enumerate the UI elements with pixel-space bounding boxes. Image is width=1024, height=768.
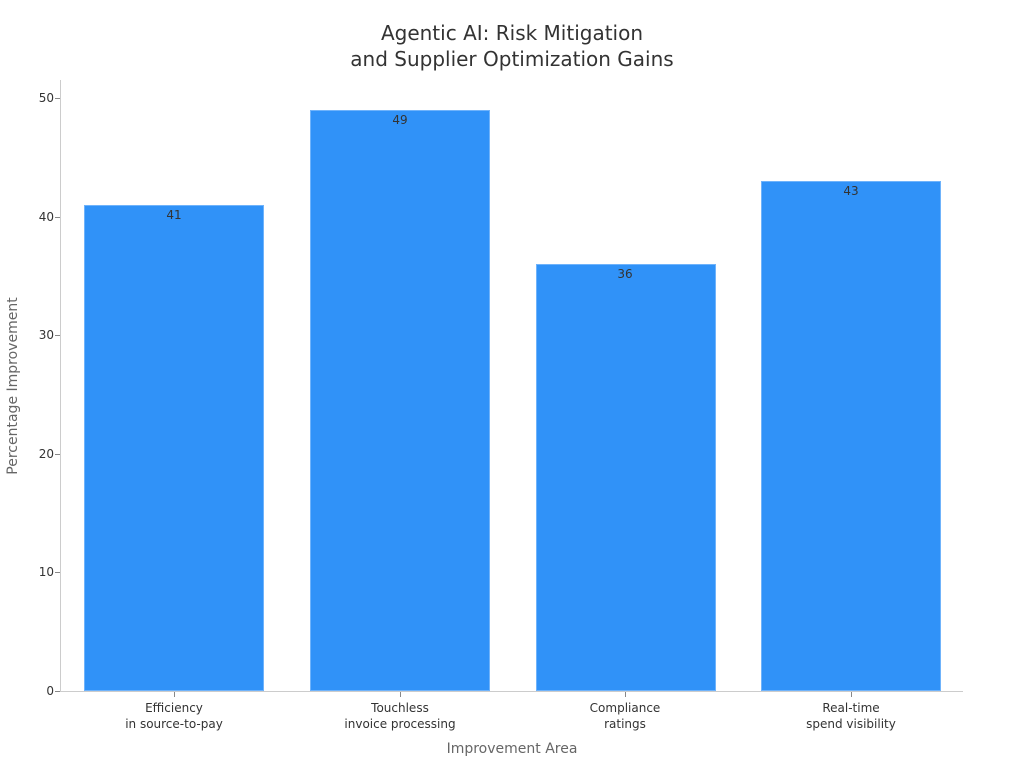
y-tick-50 <box>55 98 60 99</box>
x-tick-label-line: Touchless <box>371 701 429 715</box>
x-tick-label-touchless: Touchless invoice processing <box>300 700 500 732</box>
bar-value-label: 43 <box>843 184 859 198</box>
chart-title: Agentic AI: Risk Mitigation and Supplier… <box>0 20 1024 72</box>
x-tick <box>400 692 401 697</box>
x-tick-label-line: Real-time <box>822 701 880 715</box>
y-tick-20 <box>55 454 60 455</box>
bar-efficiency <box>84 205 264 691</box>
y-tick-label-0: 0 <box>46 684 54 698</box>
bar-value-label: 41 <box>166 208 182 222</box>
bar-touchless-invoice <box>310 110 490 691</box>
x-tick-label-line: ratings <box>604 717 646 731</box>
bar-value-label: 49 <box>392 113 408 127</box>
bar-compliance <box>536 264 716 691</box>
x-tick <box>174 692 175 697</box>
y-tick-label-50: 50 <box>38 91 54 105</box>
y-tick-label-20: 20 <box>38 447 54 461</box>
x-tick-label-line: Compliance <box>589 701 661 715</box>
x-tick-label-compliance: Compliance ratings <box>525 700 725 732</box>
x-tick-label-line: Efficiency <box>145 701 203 715</box>
y-tick-label-30: 30 <box>38 328 54 342</box>
bar-value-label: 36 <box>617 267 633 281</box>
chart-title-line-2: and Supplier Optimization Gains <box>350 47 674 71</box>
x-tick-label-real-time: Real-time spend visibility <box>751 700 951 732</box>
y-axis-title: Percentage Improvement <box>5 297 21 475</box>
y-tick-30 <box>55 335 60 336</box>
y-tick-label-10: 10 <box>38 565 54 579</box>
y-tick-0 <box>55 691 60 692</box>
y-axis-line <box>60 80 61 692</box>
x-tick-label-efficiency: Efficiency in source-to-pay <box>74 700 274 732</box>
x-tick-label-line: invoice processing <box>344 717 456 731</box>
chart-title-line-1: Agentic AI: Risk Mitigation <box>380 21 644 45</box>
x-tick-label-line: in source-to-pay <box>125 717 223 731</box>
x-axis-line <box>60 691 963 692</box>
x-tick <box>851 692 852 697</box>
x-axis-title: Improvement Area <box>446 741 578 757</box>
y-tick-10 <box>55 572 60 573</box>
bar-spend-visibility <box>761 181 941 691</box>
y-tick-40 <box>55 217 60 218</box>
y-tick-label-40: 40 <box>38 210 54 224</box>
x-tick <box>625 692 626 697</box>
x-tick-label-line: spend visibility <box>806 717 896 731</box>
